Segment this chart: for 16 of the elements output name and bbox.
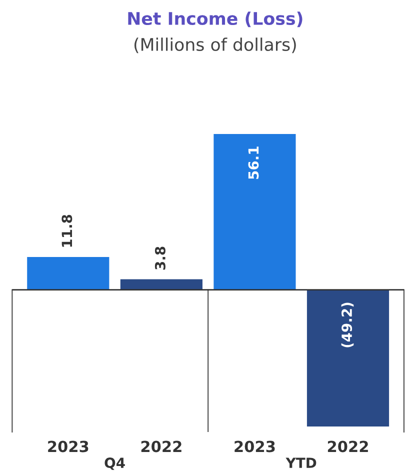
x-tick-label: 2023	[48, 440, 88, 452]
text: Q4	[104, 458, 125, 470]
x-tick-label: 2022	[328, 440, 368, 452]
text: YTD	[286, 458, 316, 468]
x-tick-label: 2023	[234, 440, 275, 452]
bar	[306, 290, 390, 427]
chart-subtitle: (Millions of dollars)	[134, 38, 296, 54]
chart-title: Net Income (Loss)	[128, 12, 302, 28]
x-tick-label: 2022	[141, 440, 182, 452]
data-label: 3.8	[154, 246, 166, 270]
bar	[120, 279, 202, 290]
data-label: (49.2)	[341, 302, 354, 348]
bar	[27, 257, 110, 290]
data-label: 56.1	[248, 146, 259, 179]
bar	[214, 134, 296, 290]
data-label: 11.8	[62, 214, 72, 247]
